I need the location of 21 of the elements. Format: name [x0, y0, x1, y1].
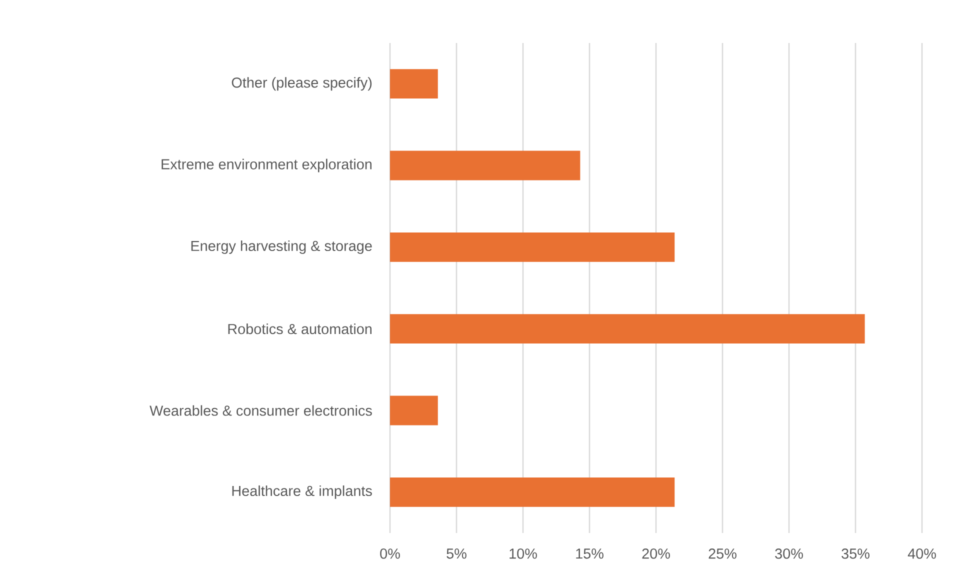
y-tick-label: Energy harvesting & storage: [191, 240, 372, 254]
x-tick-label: 40%: [908, 548, 936, 559]
y-tick-label: Other (please specify): [232, 77, 372, 91]
y-tick-label: Healthcare & implants: [232, 485, 372, 499]
x-tick-label: 15%: [576, 548, 604, 559]
x-tick-label: 25%: [708, 548, 736, 559]
x-tick-label: 0%: [380, 548, 400, 559]
x-tick-label: 20%: [642, 548, 670, 559]
bar: [390, 232, 675, 262]
y-tick-label: Extreme environment exploration: [162, 158, 372, 172]
bar: [390, 150, 580, 180]
y-tick-label: Robotics & automation: [228, 324, 372, 334]
x-tick-label: 10%: [510, 548, 537, 559]
x-tick-label: 35%: [842, 548, 870, 559]
y-tick-label: Wearables & consumer electronics: [150, 405, 372, 416]
bar: [390, 69, 438, 99]
bar: [390, 314, 865, 344]
bar: [390, 477, 675, 507]
x-tick-label: 30%: [775, 548, 803, 559]
bar: [390, 396, 438, 426]
x-tick-label: 5%: [446, 548, 466, 559]
